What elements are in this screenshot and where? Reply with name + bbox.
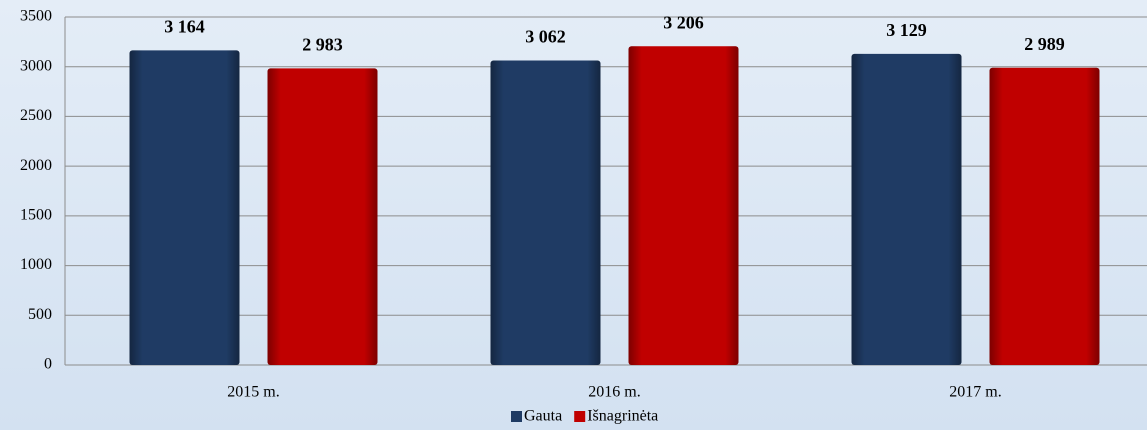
value-label: 3 206 [663, 12, 704, 32]
bar [490, 60, 601, 365]
value-label: 3 129 [886, 20, 927, 40]
x-tick-label: 2017 m. [949, 384, 1001, 401]
legend-label: Gauta [524, 408, 562, 425]
legend-swatch [574, 411, 586, 422]
bar [267, 68, 378, 365]
y-tick-label: 1500 [20, 207, 52, 224]
value-label: 2 983 [302, 35, 343, 55]
y-tick-label: 2000 [20, 157, 52, 174]
y-tick-label: 2500 [20, 107, 52, 124]
bar [851, 53, 962, 365]
x-tick-label: 2015 m. [227, 384, 279, 401]
value-label: 3 164 [164, 17, 205, 37]
value-label: 3 062 [525, 27, 566, 47]
bar [129, 50, 240, 366]
y-tick-label: 1000 [20, 256, 52, 273]
legend-swatch [511, 411, 522, 422]
y-tick-label: 0 [44, 356, 52, 373]
y-tick-label: 500 [28, 306, 52, 323]
bar [989, 67, 1100, 366]
legend-label: Išnagrinėta [587, 408, 658, 425]
x-tick-label: 2016 m. [588, 384, 640, 401]
y-tick-label: 3500 [20, 8, 52, 25]
y-tick-label: 3000 [20, 57, 52, 74]
value-label: 2 989 [1024, 34, 1065, 54]
bar [628, 46, 739, 366]
